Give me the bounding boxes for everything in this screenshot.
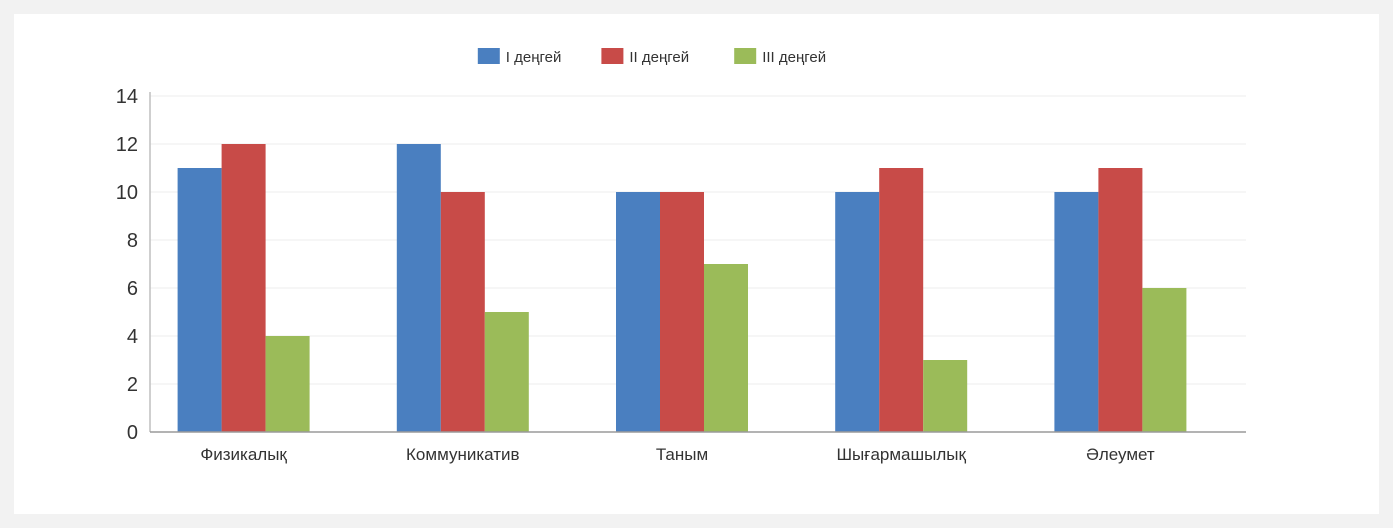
legend-label-2: II деңгей — [629, 49, 689, 66]
bar-2-5 — [1098, 168, 1143, 432]
y-tick-label: 14 — [116, 86, 138, 108]
bar-chart: 0 2 4 6 8 10 12 14 Физикалық Коммуникатив Таным Шығ… — [116, 48, 1246, 464]
bar-1-1 — [177, 168, 222, 432]
legend-label-1: I деңгей — [506, 49, 562, 66]
bar-2-3 — [660, 192, 704, 432]
y-tick-label: 4 — [127, 326, 138, 348]
bar-2-1 — [221, 144, 266, 432]
legend-label-3: III деңгей — [762, 49, 826, 66]
chart-panel: 0 2 4 6 8 10 12 14 Физикалық Коммуникатив Таным Шығ… — [14, 14, 1379, 514]
bar-3-1 — [265, 336, 310, 432]
y-tick-label: 2 — [127, 374, 138, 396]
legend: I деңгей II деңгей III деңгей — [477, 48, 826, 66]
x-tick-label: Таным — [656, 445, 708, 464]
legend-swatch-1 — [477, 48, 500, 64]
y-tick-label: 6 — [127, 278, 138, 300]
y-tick-label: 10 — [116, 182, 138, 204]
x-tick-label: Физикалық — [200, 445, 287, 464]
axes: 0 2 4 6 8 10 12 14 Физикалық Коммуникатив Таным Шығ… — [116, 86, 1246, 464]
x-tick-label: Әлеумет — [1086, 445, 1155, 464]
bar-2-4 — [879, 168, 924, 432]
y-tick-label: 8 — [127, 230, 138, 252]
x-tick-label: Коммуникатив — [406, 445, 520, 464]
bar-1-5 — [1054, 192, 1099, 432]
legend-swatch-2 — [601, 48, 624, 64]
bar-3-5 — [1142, 288, 1187, 432]
bar-1-4 — [835, 192, 880, 432]
bars — [177, 144, 1187, 432]
x-tick-label: Шығармашылық — [836, 445, 966, 464]
y-tick-label: 12 — [116, 134, 138, 156]
bar-1-2 — [396, 144, 441, 432]
bar-3-3 — [704, 264, 748, 432]
legend-swatch-3 — [734, 48, 757, 64]
bar-3-2 — [484, 312, 529, 432]
bar-1-3 — [616, 192, 660, 432]
bar-3-4 — [923, 360, 968, 432]
y-tick-label: 0 — [127, 422, 138, 444]
bar-2-2 — [440, 192, 485, 432]
